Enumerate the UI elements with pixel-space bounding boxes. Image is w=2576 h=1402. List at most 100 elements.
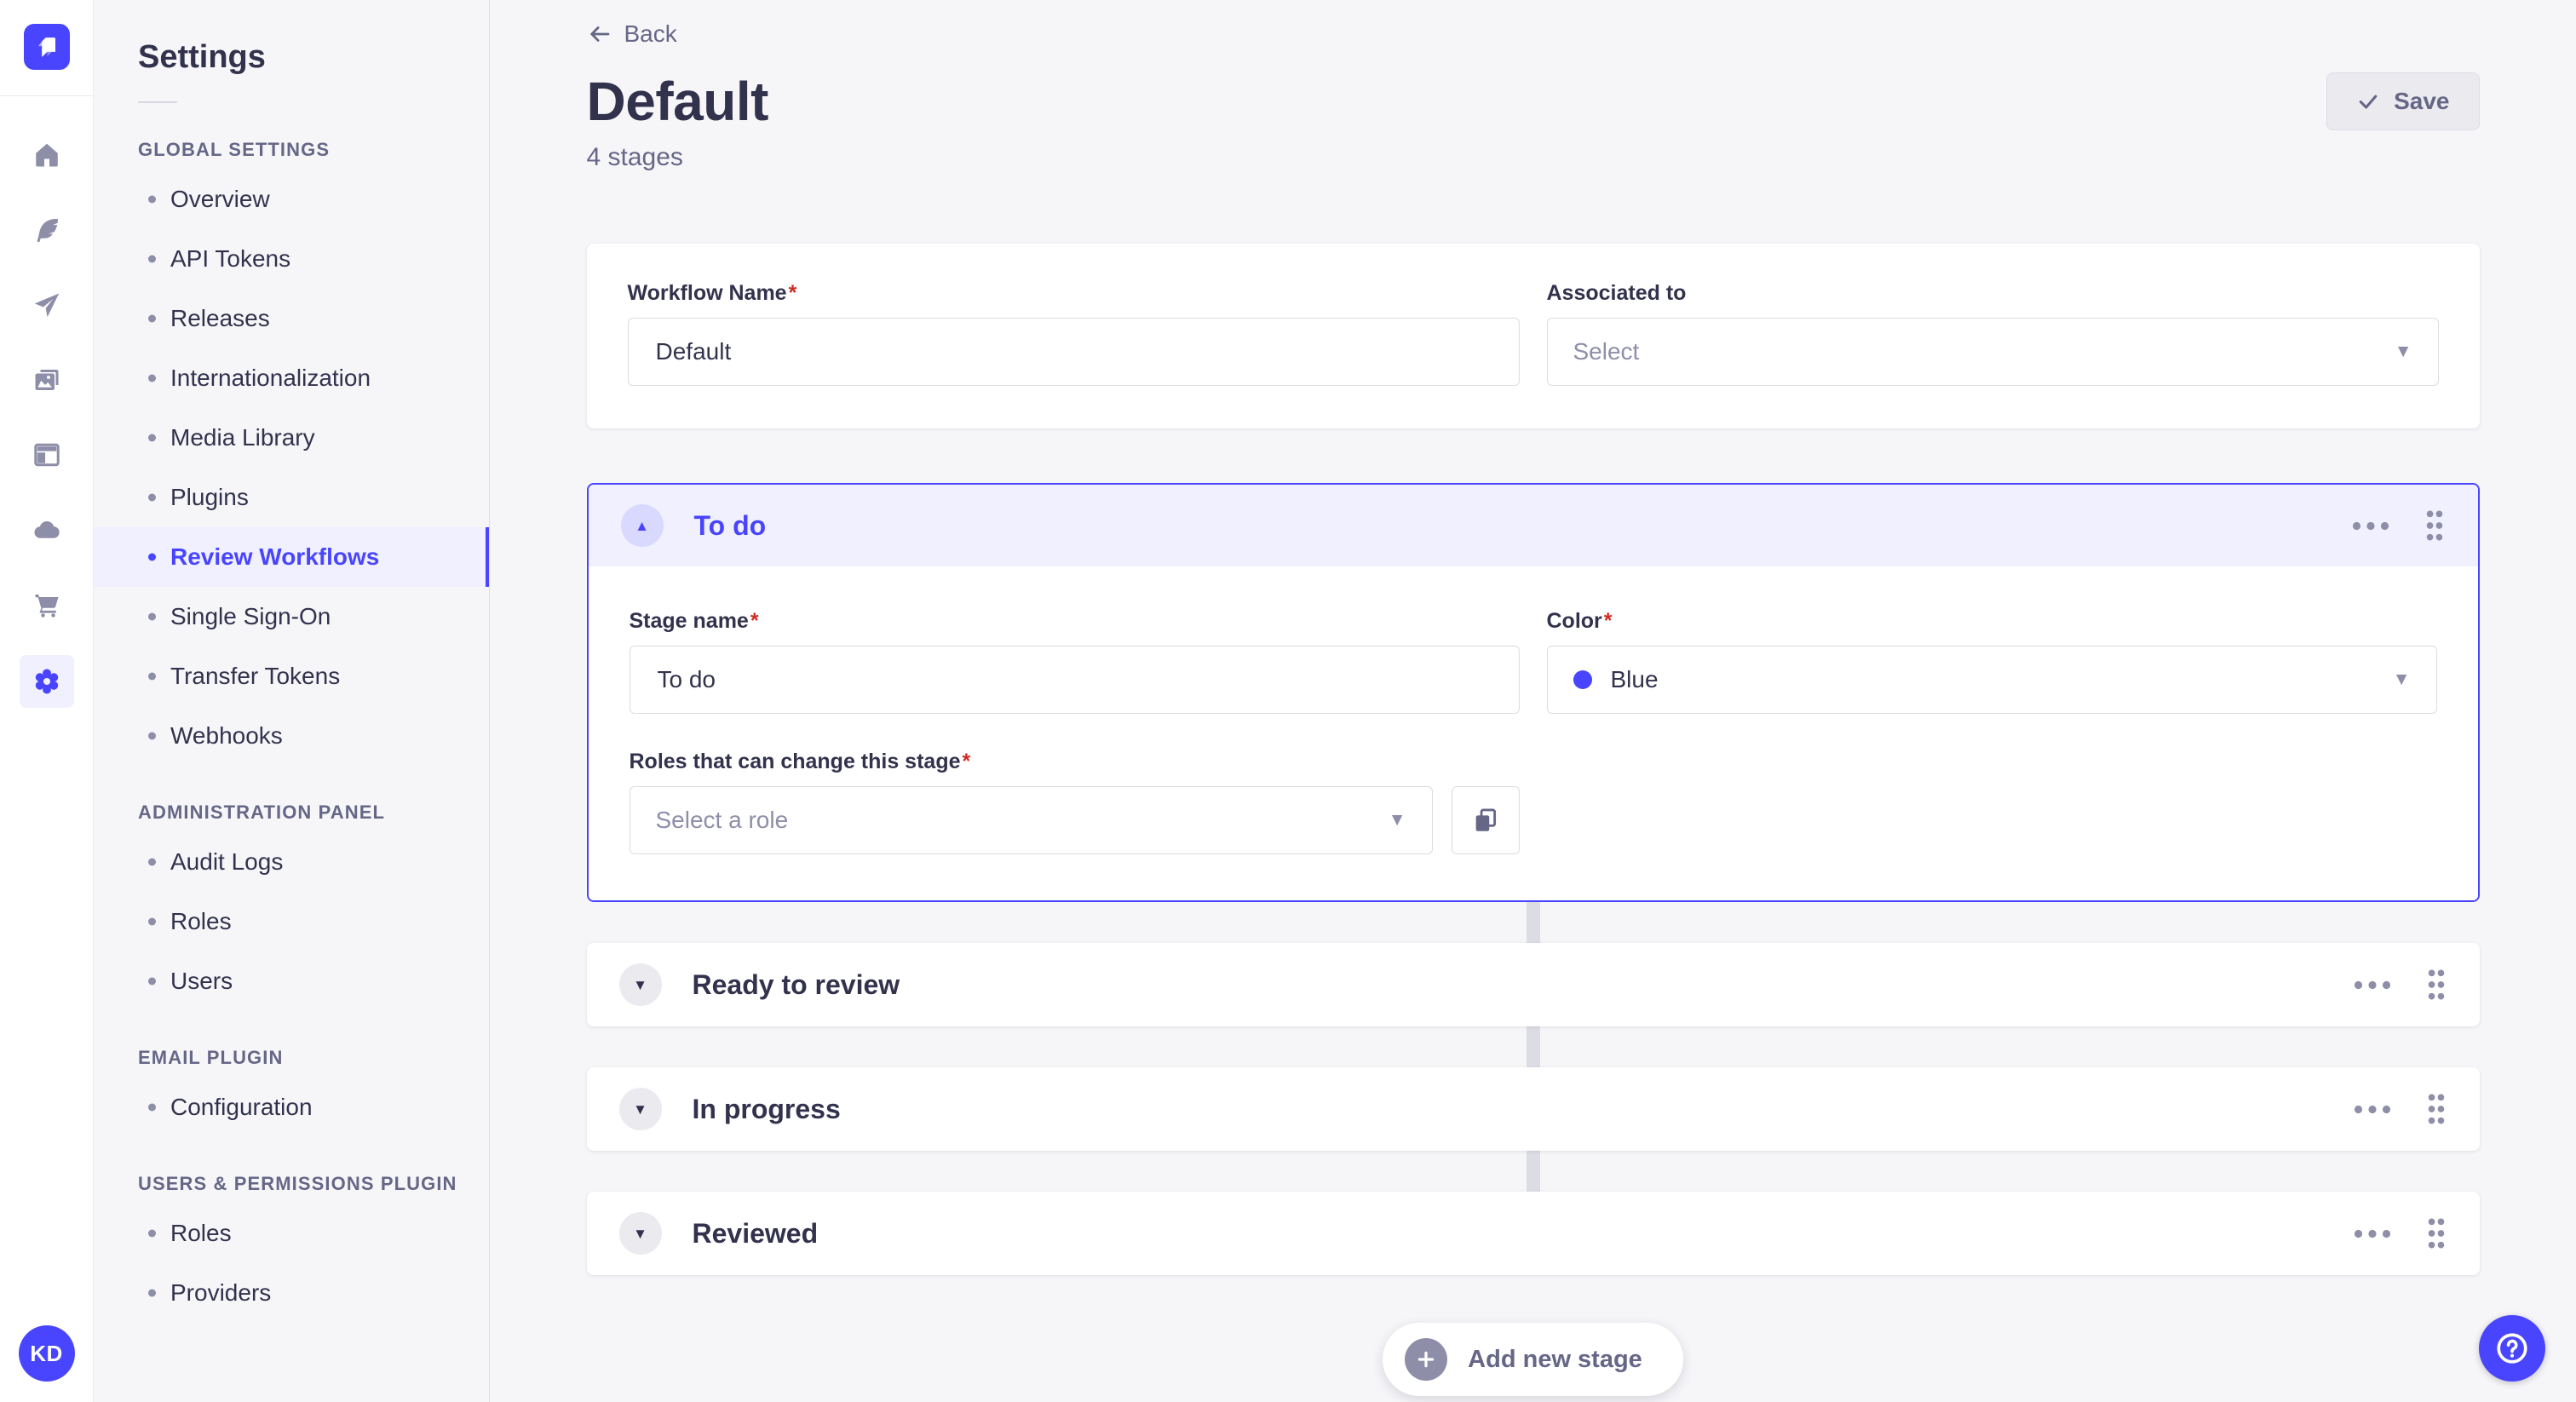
strapi-logo[interactable]	[23, 24, 70, 70]
stage-todo-accordion: ▲ To do	[586, 483, 2480, 902]
stage-reviewed-row[interactable]: ▼ Reviewed	[586, 1192, 2480, 1275]
sidebar-item-plugins[interactable]: Plugins	[94, 468, 489, 527]
stages-list: ▲ To do	[586, 483, 2480, 1275]
stage-menu-icon[interactable]	[2352, 521, 2389, 531]
drag-handle-icon[interactable]	[2424, 509, 2446, 543]
duplicate-icon	[1475, 808, 1496, 831]
stage-name-field: Stage name*	[629, 609, 1520, 714]
stage-color-value: Blue	[1610, 666, 1659, 692]
stage-actions	[2354, 1092, 2447, 1126]
expand-stage-button[interactable]: ▼	[618, 1212, 662, 1255]
associated-to-placeholder: Select	[1573, 338, 1640, 365]
sidebar-item-up-roles[interactable]: Roles	[94, 1204, 489, 1263]
add-new-stage-button[interactable]: Add new stage	[1383, 1323, 1683, 1396]
collapse-stage-button[interactable]: ▲	[620, 504, 664, 547]
stage-roles-select[interactable]: Select a role ▼	[629, 786, 1433, 854]
add-new-stage-label: Add new stage	[1468, 1345, 1642, 1373]
sidebar-item-audit-logs[interactable]: Audit Logs	[94, 832, 489, 892]
section-administration-panel: ADMINISTRATION PANEL	[138, 802, 386, 823]
stage-todo-body: Stage name* Color* Blue ▼	[588, 566, 2478, 900]
content-builder-icon[interactable]	[20, 430, 74, 480]
avatar[interactable]: KD	[18, 1325, 75, 1382]
stage-title: Reviewed	[692, 1217, 819, 1249]
stage-title: In progress	[692, 1093, 841, 1124]
sidebar-title: Settings	[138, 39, 266, 75]
duplicate-stage-button[interactable]	[1451, 786, 1520, 854]
workflow-name-input[interactable]	[627, 318, 1520, 386]
associated-to-select[interactable]: Select ▼	[1546, 318, 2439, 386]
stage-todo-header[interactable]: ▲ To do	[588, 485, 2478, 566]
expand-stage-button[interactable]: ▼	[618, 1088, 662, 1130]
nav-rail-logo-area	[0, 0, 93, 96]
stage-color-field: Color* Blue ▼	[1546, 609, 2437, 714]
settings-gear-icon[interactable]	[19, 655, 74, 708]
stage-roles-placeholder: Select a role	[655, 807, 789, 833]
sidebar-item-providers[interactable]: Providers	[94, 1263, 489, 1323]
sidebar-item-internationalization[interactable]: Internationalization	[94, 348, 489, 408]
stage-actions	[2354, 968, 2447, 1002]
stage-ready-to-review-row[interactable]: ▼ Ready to review	[586, 943, 2480, 1026]
stage-name-label: Stage name*	[630, 609, 759, 634]
check-icon	[2359, 95, 2378, 109]
stage-title: Ready to review	[692, 968, 900, 1000]
sidebar-item-media-library[interactable]: Media Library	[94, 408, 489, 468]
stage-roles-label-text: Roles that can change this stage	[629, 750, 961, 773]
stage-in-progress-row[interactable]: ▼ In progress	[586, 1067, 2480, 1151]
drag-handle-icon[interactable]	[2425, 1092, 2447, 1126]
strapi-logo-icon	[37, 37, 55, 57]
expand-stage-button[interactable]: ▼	[618, 963, 662, 1006]
sidebar-item-transfer-tokens[interactable]: Transfer Tokens	[94, 646, 489, 706]
stage-color-select[interactable]: Blue ▼	[1546, 646, 2437, 714]
media-library-icon[interactable]	[20, 355, 74, 405]
feather-icon[interactable]	[20, 205, 74, 255]
sidebar-item-review-workflows[interactable]: Review Workflows	[94, 527, 489, 587]
nav-rail-bottom: KD	[18, 1325, 75, 1402]
marketplace-cart-icon[interactable]	[20, 580, 74, 629]
cloud-icon[interactable]	[20, 505, 74, 554]
sidebar-item-users[interactable]: Users	[94, 951, 489, 1011]
associated-to-field: Associated to Select ▼	[1546, 281, 2439, 386]
drag-handle-icon[interactable]	[2425, 968, 2447, 1002]
sidebar-item-overview[interactable]: Overview	[94, 170, 489, 229]
chevron-down-icon: ▼	[633, 1100, 647, 1118]
drag-handle-icon[interactable]	[2425, 1216, 2447, 1250]
back-arrow-icon	[589, 26, 609, 42]
plus-icon	[1405, 1338, 1448, 1381]
help-button[interactable]	[2479, 1315, 2545, 1382]
chevron-down-icon: ▼	[633, 1225, 647, 1242]
sidebar-item-admin-roles[interactable]: Roles	[94, 892, 489, 951]
chevron-down-icon: ▼	[633, 976, 647, 993]
main-content: Back Default Save 4 stages Workflow Name…	[490, 0, 2576, 1402]
associated-to-label: Associated to	[1546, 281, 1687, 305]
sidebar-item-configuration[interactable]: Configuration	[94, 1077, 489, 1137]
sidebar-item-webhooks[interactable]: Webhooks	[94, 706, 489, 766]
stage-roles-label: Roles that can change this stage*	[630, 750, 971, 774]
workflow-name-field: Workflow Name*	[627, 281, 1520, 386]
sidebar-item-api-tokens[interactable]: API Tokens	[94, 229, 489, 289]
section-email-plugin: EMAIL PLUGIN	[138, 1047, 284, 1068]
stage-name-label-text: Stage name	[629, 609, 749, 633]
back-link[interactable]: Back	[587, 20, 677, 48]
sidebar-item-releases[interactable]: Releases	[94, 289, 489, 348]
stage-actions	[2352, 509, 2446, 543]
workflow-name-label: Workflow Name*	[628, 281, 797, 306]
chevron-down-icon: ▼	[1388, 810, 1406, 830]
sidebar-divider	[138, 101, 177, 103]
stage-menu-icon[interactable]	[2354, 1105, 2391, 1114]
stage-roles-field: Roles that can change this stage* Select…	[629, 750, 1520, 854]
stage-menu-icon[interactable]	[2354, 980, 2391, 990]
section-global-settings: GLOBAL SETTINGS	[138, 139, 331, 160]
workflow-name-label-text: Workflow Name	[627, 281, 787, 305]
home-icon[interactable]	[20, 130, 74, 180]
required-marker: *	[1603, 609, 1613, 633]
stage-actions	[2354, 1216, 2447, 1250]
sidebar-item-single-sign-on[interactable]: Single Sign-On	[94, 587, 489, 646]
page-subtitle: 4 stages	[586, 143, 683, 171]
stage-menu-icon[interactable]	[2354, 1229, 2391, 1238]
stage-name-input[interactable]	[629, 646, 1520, 714]
section-users-permissions-plugin: USERS & PERMISSIONS PLUGIN	[138, 1173, 457, 1194]
paper-plane-icon[interactable]	[20, 280, 74, 330]
nav-rail: KD	[0, 0, 94, 1402]
save-button[interactable]: Save	[2326, 72, 2480, 130]
